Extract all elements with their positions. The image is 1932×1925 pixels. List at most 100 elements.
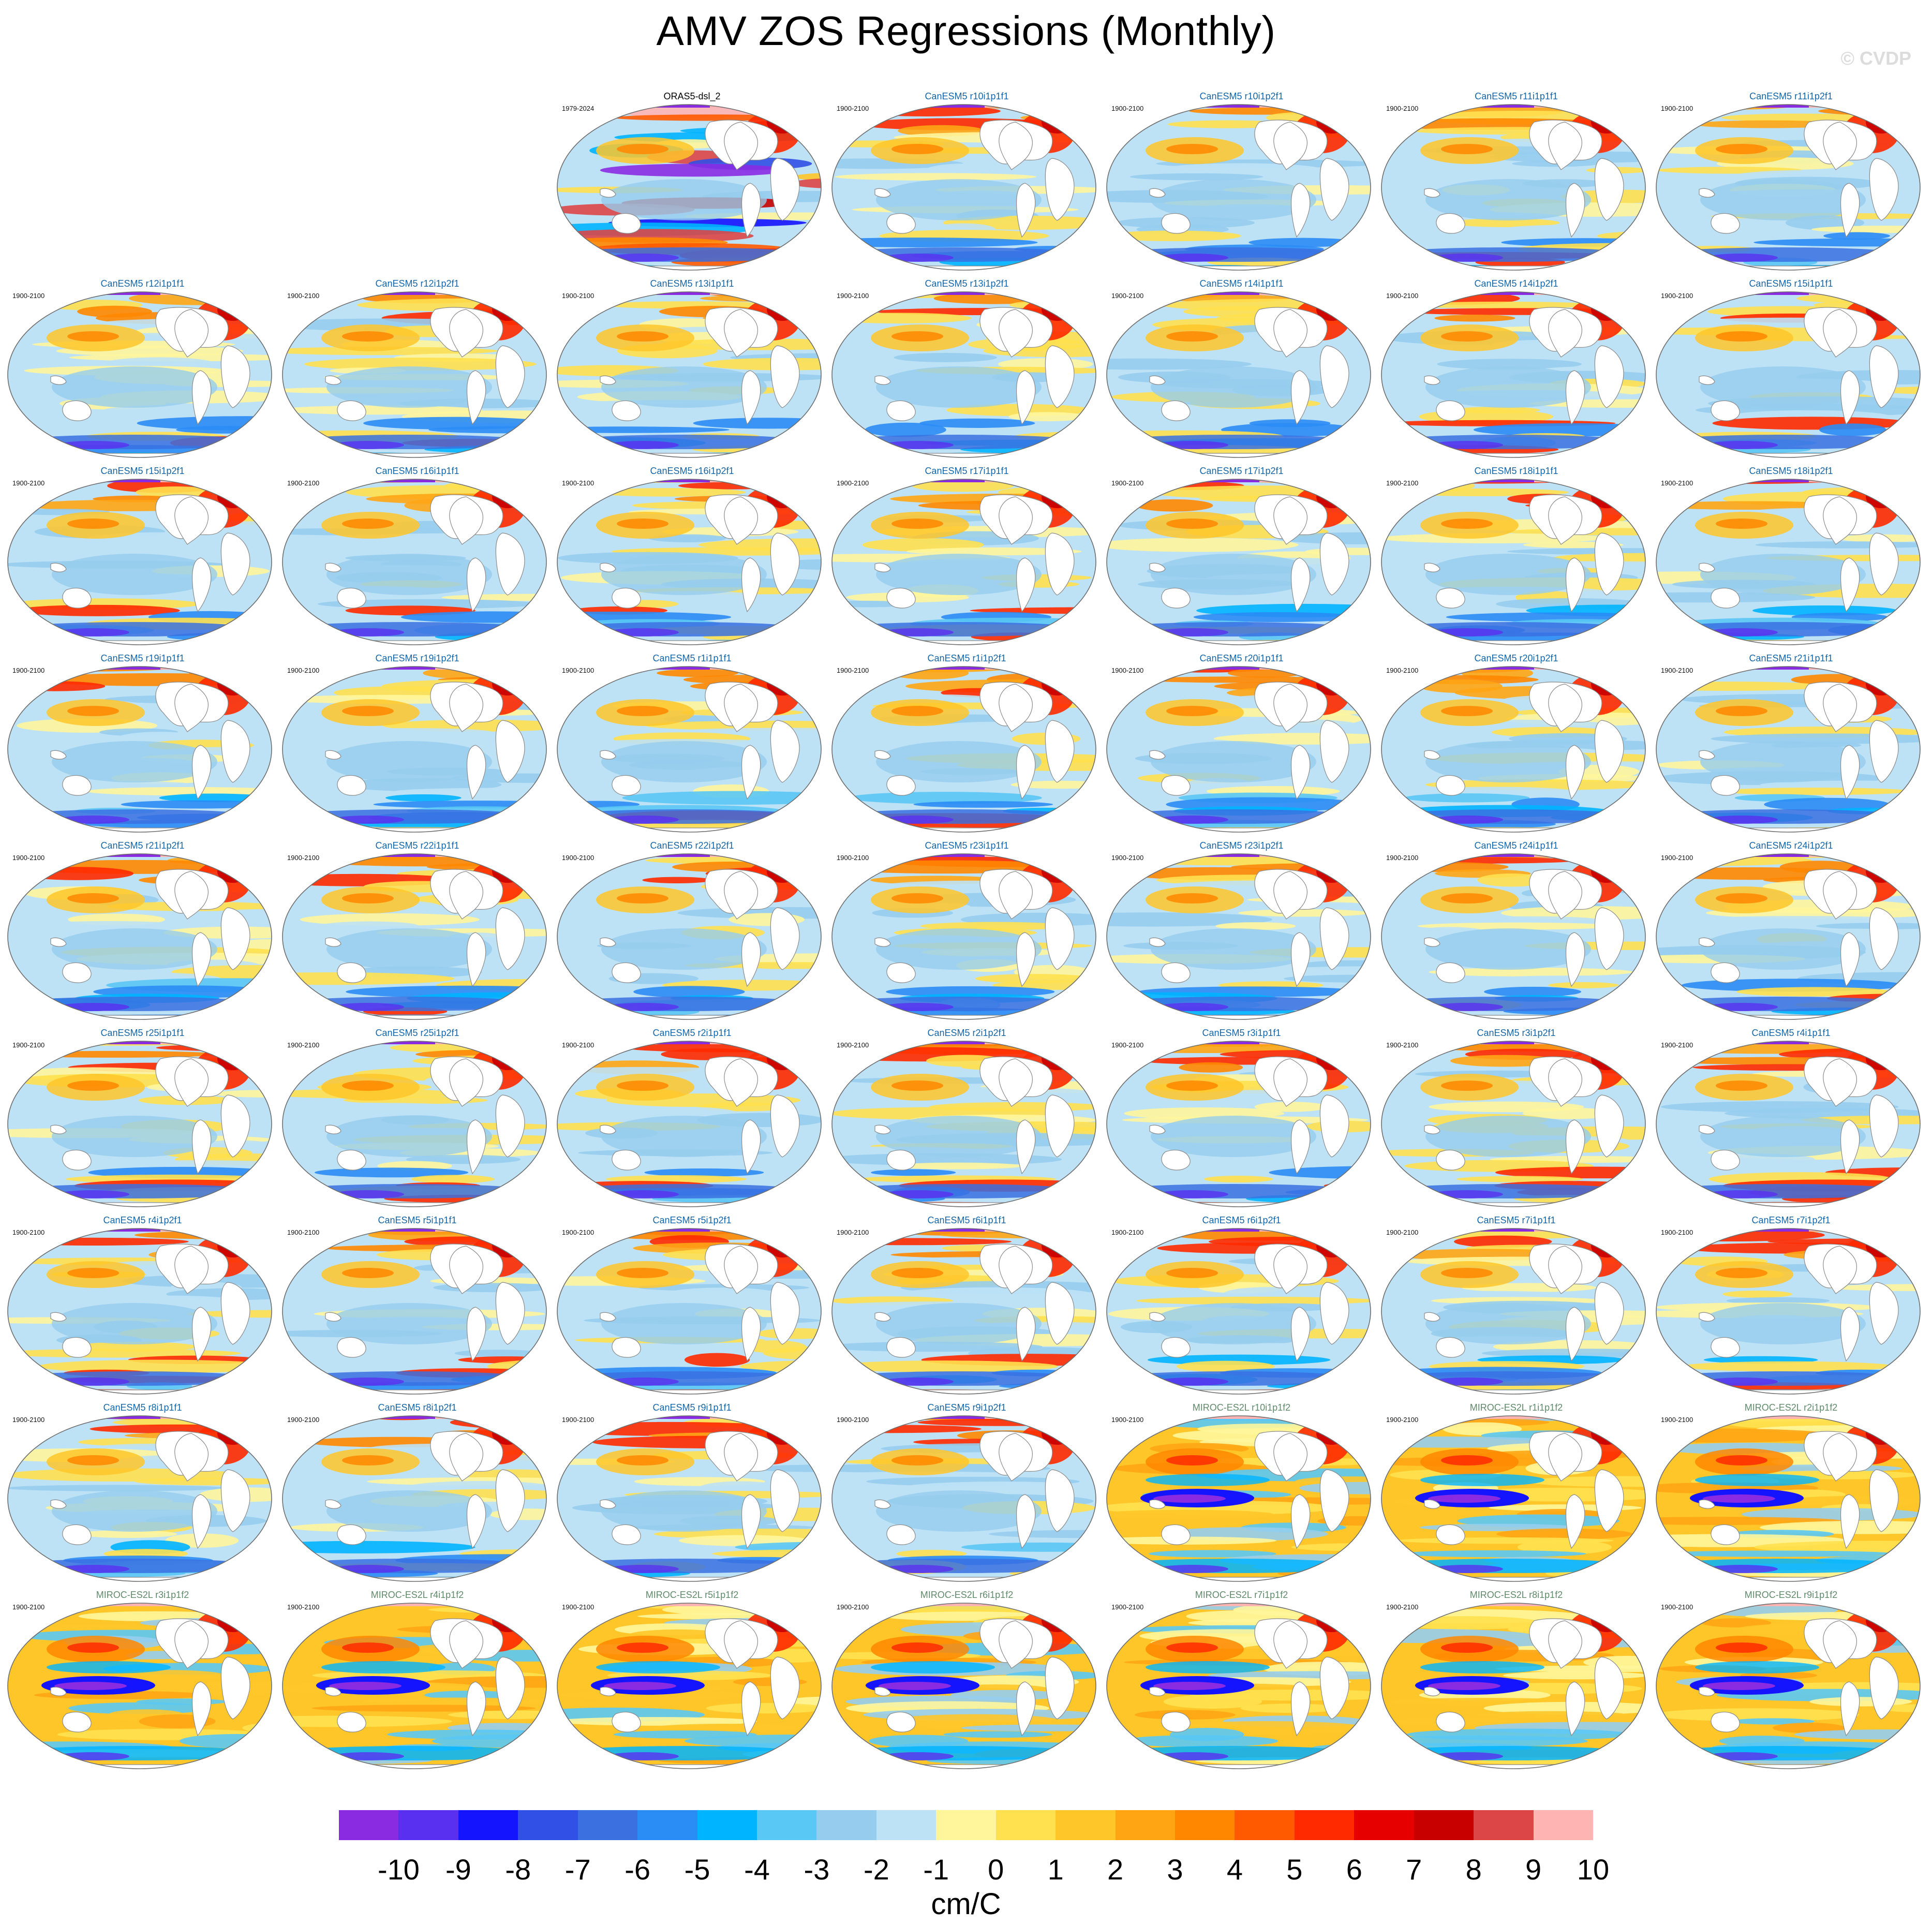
panel-run-label: CanESM5 r23i1p1f1 [925, 840, 1009, 851]
map-plot [282, 291, 547, 458]
panel-period-label: 1900-2100 [562, 1041, 595, 1049]
panel-run-label: CanESM5 r17i1p2f1 [1199, 466, 1284, 476]
panel-period-label: 1900-2100 [1386, 667, 1419, 674]
map-plot [282, 1603, 547, 1769]
map-panel: CanESM5 r4i1p2f1 1900-2100 [5, 1212, 280, 1399]
panel-run-label: CanESM5 r10i1p1f1 [925, 91, 1009, 101]
map-panel: CanESM5 r13i1p1f1 1900-2100 [555, 275, 829, 463]
panel-period-label: 1900-2100 [1661, 1041, 1693, 1049]
panel-period-label: 1900-2100 [287, 1416, 320, 1424]
colorbar-tick-label: -9 [445, 1853, 471, 1886]
panel-period-label: 1900-2100 [1386, 479, 1419, 487]
panel-period-label: 1900-2100 [837, 292, 869, 300]
panel-run-label: CanESM5 r9i1p2f1 [927, 1402, 1006, 1413]
colorbar-swatch [1354, 1810, 1415, 1840]
panel-period-label: 1900-2100 [1386, 105, 1419, 112]
map-panel: CanESM5 r18i1p2f1 1900-2100 [1654, 463, 1928, 650]
panel-period-label: 1900-2100 [1111, 667, 1144, 674]
map-plot [1381, 1041, 1646, 1207]
panel-period-label: 1900-2100 [562, 854, 595, 862]
panel-period-label: 1900-2100 [1661, 854, 1693, 862]
panel-run-label: CanESM5 r2i1p1f1 [652, 1028, 732, 1038]
map-panel: CanESM5 r2i1p1f1 1900-2100 [555, 1025, 829, 1212]
map-plot [1656, 853, 1921, 1020]
colorbar-tick-label: 3 [1167, 1853, 1183, 1886]
panel-period-label: 1979-2024 [562, 105, 595, 112]
colorbar-tick-label: -4 [744, 1853, 770, 1886]
map-plot [1106, 1228, 1371, 1395]
map-panel: CanESM5 r16i1p2f1 1900-2100 [555, 463, 829, 650]
map-panel: MIROC-ES2L r8i1p1f2 1900-2100 [1379, 1587, 1654, 1774]
colorbar-swatch [1175, 1810, 1235, 1840]
map-panel: CanESM5 r6i1p2f1 1900-2100 [1104, 1212, 1379, 1399]
panel-period-label: 1900-2100 [562, 1416, 595, 1424]
map-panel: MIROC-ES2L r4i1p1f2 1900-2100 [280, 1587, 555, 1774]
panel-period-label: 1900-2100 [1111, 1416, 1144, 1424]
map-plot [557, 1603, 822, 1769]
panel-period-label: 1900-2100 [1111, 479, 1144, 487]
map-plot [1106, 1415, 1371, 1582]
panel-run-label: CanESM5 r16i1p2f1 [650, 466, 734, 476]
panel-run-label: CanESM5 r12i1p1f1 [100, 278, 185, 289]
map-panel: CanESM5 r14i1p1f1 1900-2100 [1104, 275, 1379, 463]
map-panel: CanESM5 r9i1p2f1 1900-2100 [829, 1399, 1104, 1587]
map-panel: CanESM5 r13i1p2f1 1900-2100 [829, 275, 1104, 463]
map-plot [557, 853, 822, 1020]
colorbar-tick-label: -1 [923, 1853, 949, 1886]
panel-period-label: 1900-2100 [1386, 292, 1419, 300]
panel-run-label: CanESM5 r21i1p1f1 [1749, 653, 1833, 663]
colorbar-tick-label: -10 [377, 1853, 420, 1886]
panel-grid: ORAS5-dsl_2 1979-2024 CanESM5 r10i1p1f1 190… [0, 88, 1932, 1775]
colorbar-swatch [936, 1810, 997, 1840]
panel-run-label: CanESM5 r1i1p2f1 [927, 653, 1006, 663]
panel-run-label: CanESM5 r24i1p2f1 [1749, 840, 1833, 851]
colorbar-swatch [697, 1810, 757, 1840]
map-plot [557, 291, 822, 458]
panel-run-label: ORAS5-dsl_2 [663, 91, 721, 101]
map-panel: CanESM5 r1i1p2f1 1900-2100 [829, 650, 1104, 837]
colorbar-tick-label: 9 [1525, 1853, 1542, 1886]
map-plot [831, 104, 1096, 271]
panel-period-label: 1900-2100 [1111, 1041, 1144, 1049]
panel-run-label: CanESM5 r5i1p1f1 [378, 1215, 457, 1225]
map-plot [1381, 479, 1646, 645]
map-panel: CanESM5 r21i1p1f1 1900-2100 [1654, 650, 1928, 837]
map-plot [282, 1041, 547, 1207]
panel-period-label: 1900-2100 [287, 854, 320, 862]
map-plot [7, 666, 272, 833]
map-panel: CanESM5 r10i1p1f1 1900-2100 [829, 88, 1104, 275]
map-plot [557, 1415, 822, 1582]
panel-period-label: 1900-2100 [1111, 854, 1144, 862]
panel-period-label: 1900-2100 [287, 1228, 320, 1236]
map-plot [282, 1228, 547, 1395]
panel-run-label: CanESM5 r8i1p2f1 [378, 1402, 457, 1413]
panel-run-label: CanESM5 r7i1p2f1 [1751, 1215, 1831, 1225]
colorbar-swatch [1474, 1810, 1534, 1840]
colorbar-swatch [876, 1810, 937, 1840]
panel-period-label: 1900-2100 [12, 1416, 45, 1424]
panel-run-label: CanESM5 r17i1p1f1 [925, 466, 1009, 476]
map-panel: CanESM5 r6i1p1f1 1900-2100 [829, 1212, 1104, 1399]
panel-period-label: 1900-2100 [1661, 105, 1693, 112]
colorbar-swatch [637, 1810, 698, 1840]
map-plot [282, 1415, 547, 1582]
panel-period-label: 1900-2100 [1661, 667, 1693, 674]
panel-period-label: 1900-2100 [1386, 1041, 1419, 1049]
panel-run-label: CanESM5 r7i1p1f1 [1477, 1215, 1556, 1225]
panel-period-label: 1900-2100 [1661, 479, 1693, 487]
colorbar-tick-label: 5 [1286, 1853, 1303, 1886]
map-panel: CanESM5 r7i1p2f1 1900-2100 [1654, 1212, 1928, 1399]
panel-period-label: 1900-2100 [287, 292, 320, 300]
panel-period-label: 1900-2100 [562, 292, 595, 300]
map-panel: CanESM5 r23i1p1f1 1900-2100 [829, 837, 1104, 1025]
watermark: © CVDP [1840, 48, 1911, 69]
map-panel: CanESM5 r22i1p2f1 1900-2100 [555, 837, 829, 1025]
map-panel: CanESM5 r25i1p1f1 1900-2100 [5, 1025, 280, 1212]
map-plot [1106, 853, 1371, 1020]
colorbar-swatch [577, 1810, 638, 1840]
map-panel: MIROC-ES2L r3i1p1f2 1900-2100 [5, 1587, 280, 1774]
map-panel: CanESM5 r21i1p2f1 1900-2100 [5, 837, 280, 1025]
panel-run-label: CanESM5 r19i1p2f1 [375, 653, 459, 663]
map-panel: CanESM5 r5i1p2f1 1900-2100 [555, 1212, 829, 1399]
map-panel: CanESM5 r14i1p2f1 1900-2100 [1379, 275, 1654, 463]
